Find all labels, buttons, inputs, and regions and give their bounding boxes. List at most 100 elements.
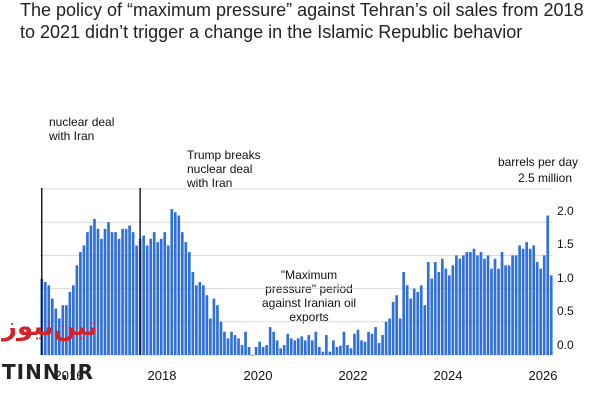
bar — [423, 305, 427, 355]
bar — [131, 232, 135, 355]
bar — [237, 338, 240, 355]
bar — [539, 268, 543, 355]
bar — [437, 272, 441, 355]
bar — [546, 215, 550, 355]
bar — [504, 265, 507, 355]
bar — [521, 248, 525, 355]
annotation-nuclear-deal: nuclear deal with Iran — [49, 115, 115, 143]
bar — [440, 258, 444, 355]
bar — [388, 318, 391, 355]
bar — [240, 345, 244, 355]
bar — [419, 285, 423, 355]
bar — [149, 238, 153, 355]
bar — [75, 265, 79, 355]
bar — [79, 252, 82, 355]
bar — [50, 298, 54, 355]
bar — [166, 245, 170, 355]
bar — [103, 228, 107, 355]
bar — [195, 285, 198, 355]
bar — [511, 255, 514, 355]
bar — [391, 301, 395, 355]
bar — [286, 333, 290, 355]
bar — [93, 218, 96, 355]
bar — [233, 335, 237, 355]
bar — [159, 238, 163, 355]
bar — [303, 340, 307, 355]
bar — [325, 335, 328, 355]
bar — [282, 345, 286, 355]
bar — [61, 305, 65, 355]
bar — [100, 238, 103, 355]
bar — [339, 345, 342, 355]
bar — [117, 238, 121, 355]
bar — [128, 225, 131, 355]
bar — [451, 265, 455, 355]
bar — [43, 281, 47, 355]
bar — [363, 341, 367, 355]
bar — [209, 318, 212, 355]
bar — [444, 268, 448, 355]
x-tick-label: 2026 — [528, 368, 558, 383]
annotation-trump-breaks-deal: Trump breaks nuclear deal with Iran — [187, 148, 261, 190]
bar — [275, 340, 279, 355]
bar — [86, 232, 89, 355]
y-tick-label: 2.5 million — [518, 171, 573, 185]
bar — [89, 225, 93, 355]
bar — [268, 327, 272, 355]
bar — [405, 285, 409, 355]
bar — [353, 333, 356, 355]
bar — [107, 222, 110, 355]
bar — [300, 336, 304, 355]
x-tick-label: 2022 — [338, 368, 368, 383]
bar — [251, 355, 254, 356]
bar — [549, 275, 553, 355]
bar — [490, 268, 493, 355]
bar — [469, 252, 472, 355]
bar — [82, 245, 86, 355]
y-tick-label: 0.5 — [557, 304, 574, 318]
bar — [145, 245, 149, 355]
bar — [514, 255, 518, 355]
bar — [261, 347, 265, 355]
x-tick-label: 2020 — [243, 368, 273, 383]
bar — [205, 295, 209, 355]
bar — [374, 327, 377, 355]
bar — [507, 265, 511, 355]
bar — [272, 331, 275, 355]
bar — [72, 285, 75, 355]
bar — [493, 258, 497, 355]
y-tick-label: 2.0 — [557, 204, 574, 218]
bar — [68, 291, 72, 355]
bar — [465, 252, 469, 355]
bar — [409, 298, 413, 355]
bar — [180, 232, 184, 355]
bar — [370, 333, 374, 355]
bar — [462, 255, 465, 355]
bar — [121, 228, 124, 355]
chart-title: The policy of “maximum pressure” against… — [20, 0, 584, 42]
bar — [212, 298, 216, 355]
bar — [367, 331, 370, 355]
bar — [535, 262, 539, 355]
bar — [230, 331, 233, 355]
bar — [254, 347, 258, 355]
bar — [310, 340, 314, 355]
bar — [198, 281, 202, 355]
bar — [476, 255, 479, 355]
bar — [402, 272, 405, 355]
y-tick-label: 0.0 — [557, 338, 574, 352]
bar — [335, 347, 339, 355]
bar — [279, 348, 283, 355]
bar — [395, 295, 398, 355]
bar — [377, 343, 381, 355]
x-tick-label: 2018 — [147, 368, 177, 383]
bar — [142, 235, 145, 355]
bar — [96, 228, 100, 355]
bar — [532, 245, 536, 355]
bar — [479, 252, 483, 355]
bar — [223, 331, 226, 355]
bar — [416, 291, 420, 355]
bar — [483, 258, 486, 355]
bar — [528, 248, 532, 355]
bar — [110, 232, 114, 355]
